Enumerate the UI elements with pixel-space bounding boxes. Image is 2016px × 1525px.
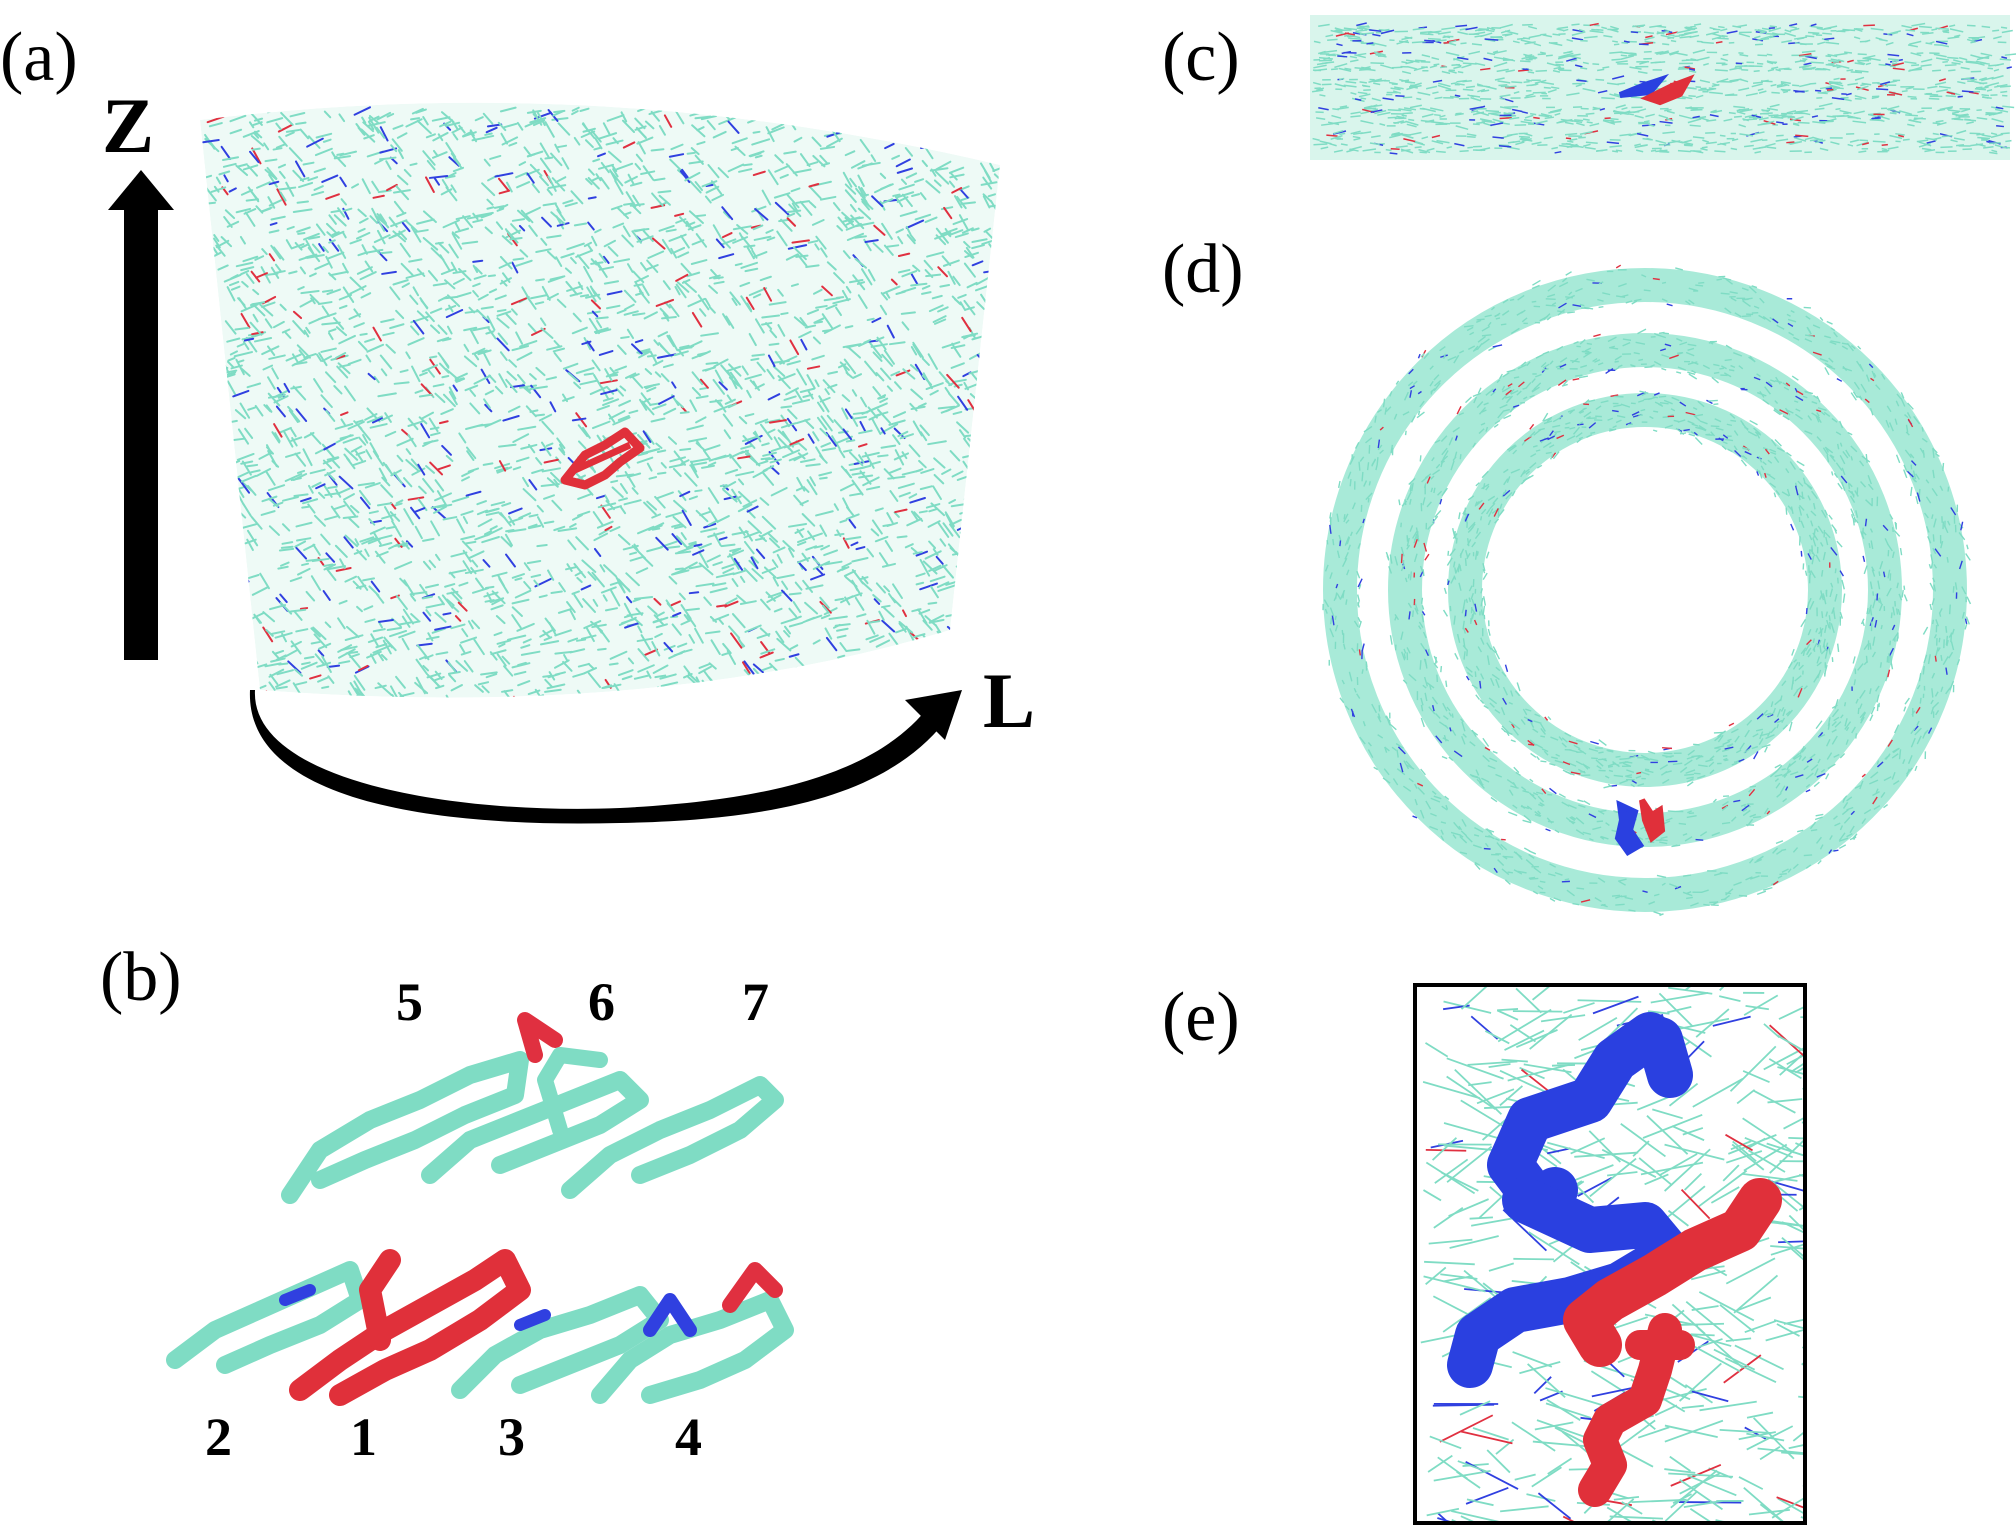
panel-d-label: (d) [1162,231,1244,308]
panel-e-label: (e) [1162,979,1240,1056]
panel-b: (b) 5 6 7 2 1 3 4 [100,939,794,1467]
panel-e: (e) [1162,979,1807,1525]
molecule-number-4: 4 [675,1407,702,1467]
zoom-view [1413,983,1807,1525]
layered-slab [1310,15,2016,160]
ring-guest-molecules [1614,798,1666,856]
molecule-number-2: 2 [205,1407,232,1467]
zoom-red-molecule [1563,1178,1782,1507]
molecule-number-6: 6 [588,972,615,1032]
cylinder-lattice [200,102,1000,698]
zoom-frame [1413,983,1807,1525]
panel-a: (a) Z L [0,19,1035,824]
molecule-number-7: 7 [742,972,769,1032]
panel-a-label: (a) [0,19,78,96]
concentric-nanotube-rings [1322,264,1972,917]
axis-z-label: Z [102,82,154,169]
panel-b-label: (b) [100,939,182,1016]
slab-guest-molecules [1618,73,1695,106]
panel-c-label: (c) [1162,19,1240,96]
stacked-molecules [166,1012,794,1406]
molecule-number-5: 5 [396,972,423,1032]
panel-c: (c) [1162,15,2016,160]
central-red-molecule [560,427,645,490]
z-axis-arrow [108,170,174,660]
axis-l-label: L [983,657,1035,744]
molecule-number-1: 1 [350,1407,377,1467]
molecule-number-3: 3 [498,1407,525,1467]
panel-d: (d) [1162,231,1972,917]
l-axis-arrow [249,690,962,824]
